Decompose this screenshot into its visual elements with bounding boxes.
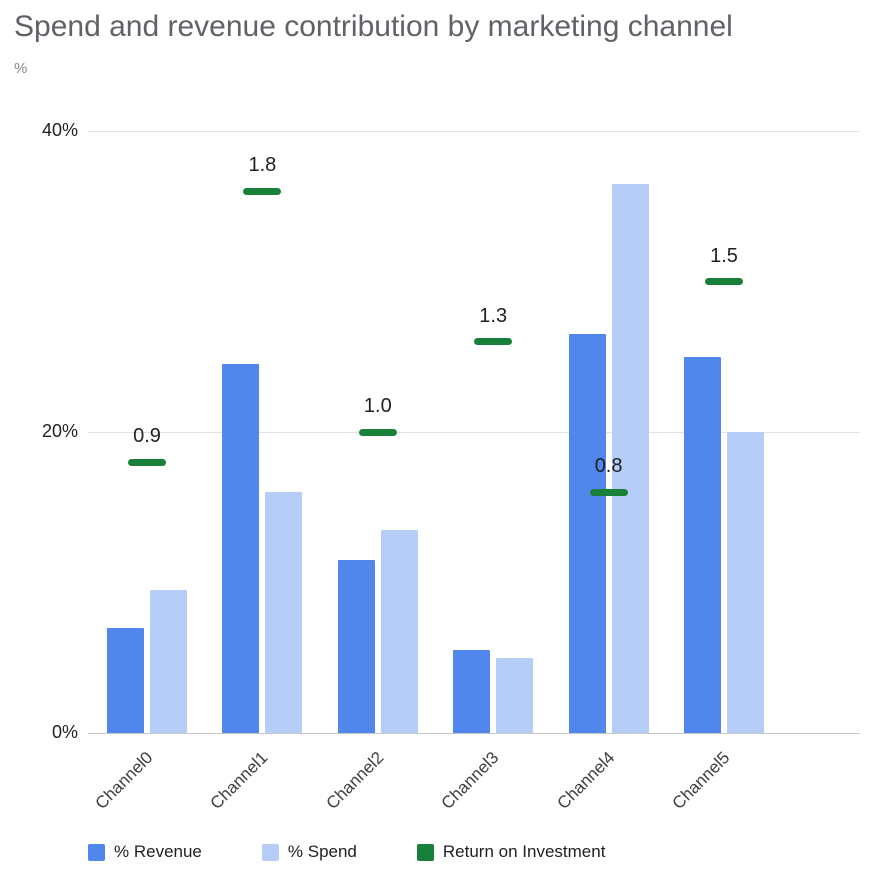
bar-spend-channel2[interactable] <box>380 529 418 733</box>
roi-value-label-channel3: 1.3 <box>479 304 508 327</box>
bar-revenue-channel4[interactable] <box>568 334 606 733</box>
legend-swatch-icon <box>261 843 279 861</box>
chart-title: Spend and revenue contribution by market… <box>14 10 733 43</box>
roi-value-label-channel0: 0.9 <box>133 425 161 448</box>
gridline-40% <box>88 131 860 132</box>
y-axis-tick-label: 40% <box>41 120 78 140</box>
legend-label: Return on Investment <box>442 842 606 861</box>
bar-revenue-channel2[interactable] <box>337 559 375 733</box>
legend: % Revenue % Spend Return on Investment <box>88 842 605 862</box>
roi-marker-channel3[interactable] <box>474 338 513 346</box>
legend-label: % Revenue <box>114 842 202 861</box>
roi-marker-channel5[interactable] <box>705 278 743 285</box>
roi-marker-channel1[interactable] <box>243 187 282 195</box>
bar-spend-channel4[interactable] <box>611 183 649 733</box>
y-axis-tick-label: 0% <box>51 722 78 742</box>
x-axis-label-channel3: Channel3 <box>437 748 503 813</box>
x-axis-label-channel0: Channel0 <box>91 748 157 813</box>
roi-value-label-channel1: 1.8 <box>248 154 277 177</box>
roi-value-label-channel2: 1.0 <box>363 395 392 417</box>
bar-revenue-channel1[interactable] <box>222 364 260 733</box>
legend-item-spend: % Spend <box>261 842 357 862</box>
roi-marker-channel4[interactable] <box>589 488 628 496</box>
y-axis-tick-label: 20% <box>41 421 78 441</box>
legend-label: % Spend <box>287 842 357 861</box>
bar-spend-channel3[interactable] <box>496 657 534 733</box>
roi-marker-channel2[interactable] <box>358 428 397 436</box>
gridline-20% <box>88 432 860 433</box>
bar-revenue-channel3[interactable] <box>453 650 491 733</box>
roi-value-label-channel4: 0.8 <box>594 455 623 478</box>
legend-item-roi: Return on Investment <box>416 842 606 862</box>
x-axis-label-channel5: Channel5 <box>668 748 734 813</box>
bar-spend-channel5[interactable] <box>727 432 764 733</box>
x-axis-label-channel1: Channel1 <box>206 748 272 813</box>
bar-spend-channel0[interactable] <box>150 590 187 733</box>
legend-swatch-icon <box>416 843 434 861</box>
legend-swatch-icon <box>88 843 105 861</box>
legend-item-revenue: % Revenue <box>88 842 202 862</box>
x-axis-label-channel2: Channel2 <box>322 748 388 813</box>
gridline-0% <box>88 733 860 734</box>
bar-spend-channel1[interactable] <box>265 492 303 733</box>
roi-marker-channel0[interactable] <box>128 458 166 466</box>
bar-revenue-channel0[interactable] <box>107 627 144 733</box>
y-axis-unit-label: % <box>14 60 28 77</box>
x-axis-label-channel4: Channel4 <box>553 748 619 813</box>
roi-value-label-channel5: 1.5 <box>710 244 738 267</box>
bar-revenue-channel5[interactable] <box>684 356 721 733</box>
